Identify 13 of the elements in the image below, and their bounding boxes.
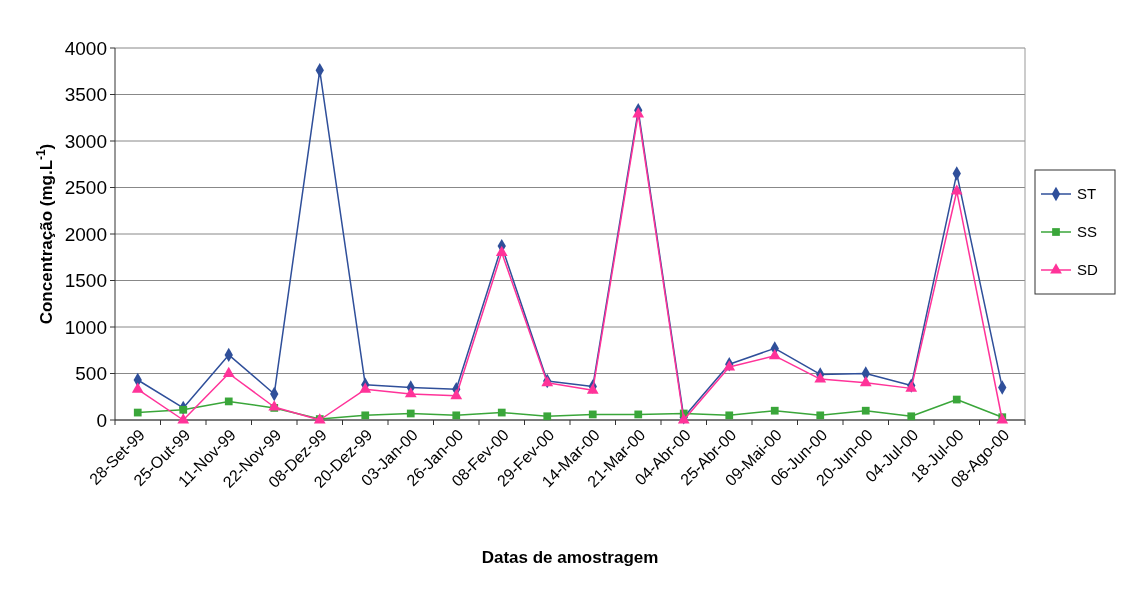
- legend-label: SS: [1077, 223, 1098, 241]
- legend-label: ST: [1077, 185, 1097, 203]
- y-tick-label: 2500: [64, 177, 107, 199]
- y-tick-label: 1000: [64, 316, 107, 338]
- y-tick-label: 4000: [64, 37, 107, 59]
- y-tick-label: 500: [75, 363, 107, 385]
- y-tick-label: 1500: [64, 270, 107, 292]
- x-axis-title: Datas de amostragem: [481, 548, 659, 567]
- y-tick-label: 3500: [64, 84, 107, 106]
- y-tick-label: 3000: [64, 130, 107, 152]
- y-tick-label: 2000: [64, 223, 107, 245]
- legend-label: SD: [1077, 261, 1098, 279]
- y-tick-label: 0: [96, 409, 107, 431]
